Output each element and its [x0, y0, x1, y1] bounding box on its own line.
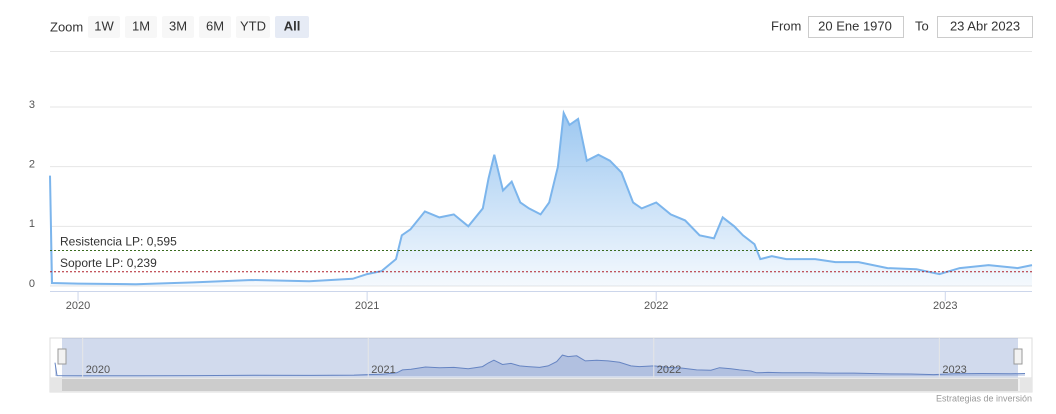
- navigator-handle[interactable]: [57, 348, 67, 365]
- to-input[interactable]: [937, 16, 1033, 38]
- zoom-button[interactable]: [199, 16, 231, 38]
- from-label: From: [771, 18, 801, 33]
- zoom-button-label[interactable]: 6M: [206, 18, 224, 33]
- navigator-handle[interactable]: [1013, 348, 1023, 365]
- plot-line-label: Soporte LP: 0,239: [60, 256, 157, 270]
- zoom-button[interactable]: [125, 16, 157, 38]
- navigator-label: 2020: [86, 364, 110, 376]
- x-tick-label: 2021: [355, 300, 379, 312]
- zoom-button[interactable]: [275, 16, 309, 38]
- zoom-button-label[interactable]: 1W: [94, 18, 114, 33]
- zoom-button[interactable]: [162, 16, 194, 38]
- navigator-label: 2022: [657, 364, 681, 376]
- x-tick-label: 2023: [933, 300, 957, 312]
- navigator-mask: [62, 338, 1018, 378]
- scrollbar-right[interactable]: [1020, 378, 1032, 392]
- y-tick-label: 2: [29, 159, 35, 171]
- scrollbar-left[interactable]: [50, 378, 62, 392]
- navigator-area: [55, 355, 1025, 376]
- zoom-button[interactable]: [236, 16, 270, 38]
- y-tick-label: 0: [29, 278, 35, 290]
- x-tick-label: 2020: [66, 300, 90, 312]
- zoom-button-label[interactable]: All: [284, 18, 301, 33]
- credits[interactable]: Estrategias de inversión: [936, 393, 1032, 403]
- to-value[interactable]: 23 Abr 2023: [950, 18, 1020, 33]
- navigator-line: [54, 354, 1026, 377]
- to-label: To: [915, 18, 929, 33]
- x-tick-label: 2022: [644, 300, 668, 312]
- zoom-button-label[interactable]: YTD: [240, 18, 266, 33]
- y-tick-label: 3: [29, 99, 35, 111]
- navigator-label: 2021: [371, 364, 395, 376]
- navigator-bg: [49, 337, 1033, 379]
- area-fill: [50, 113, 1032, 286]
- navigator-label: 2023: [942, 364, 966, 376]
- line: [49, 109, 1033, 286]
- plot-line-label: Resistencia LP: 0,595: [60, 235, 177, 249]
- from-value[interactable]: 20 Ene 1970: [818, 18, 892, 33]
- zoom-button[interactable]: [88, 16, 120, 38]
- from-input[interactable]: [808, 16, 904, 38]
- zoom-button-label[interactable]: 3M: [169, 18, 187, 33]
- zoom-label: Zoom: [50, 19, 83, 34]
- zoom-button-label[interactable]: 1M: [132, 18, 150, 33]
- y-tick-label: 1: [29, 218, 35, 230]
- scrollbar-thumb[interactable]: [62, 379, 1018, 391]
